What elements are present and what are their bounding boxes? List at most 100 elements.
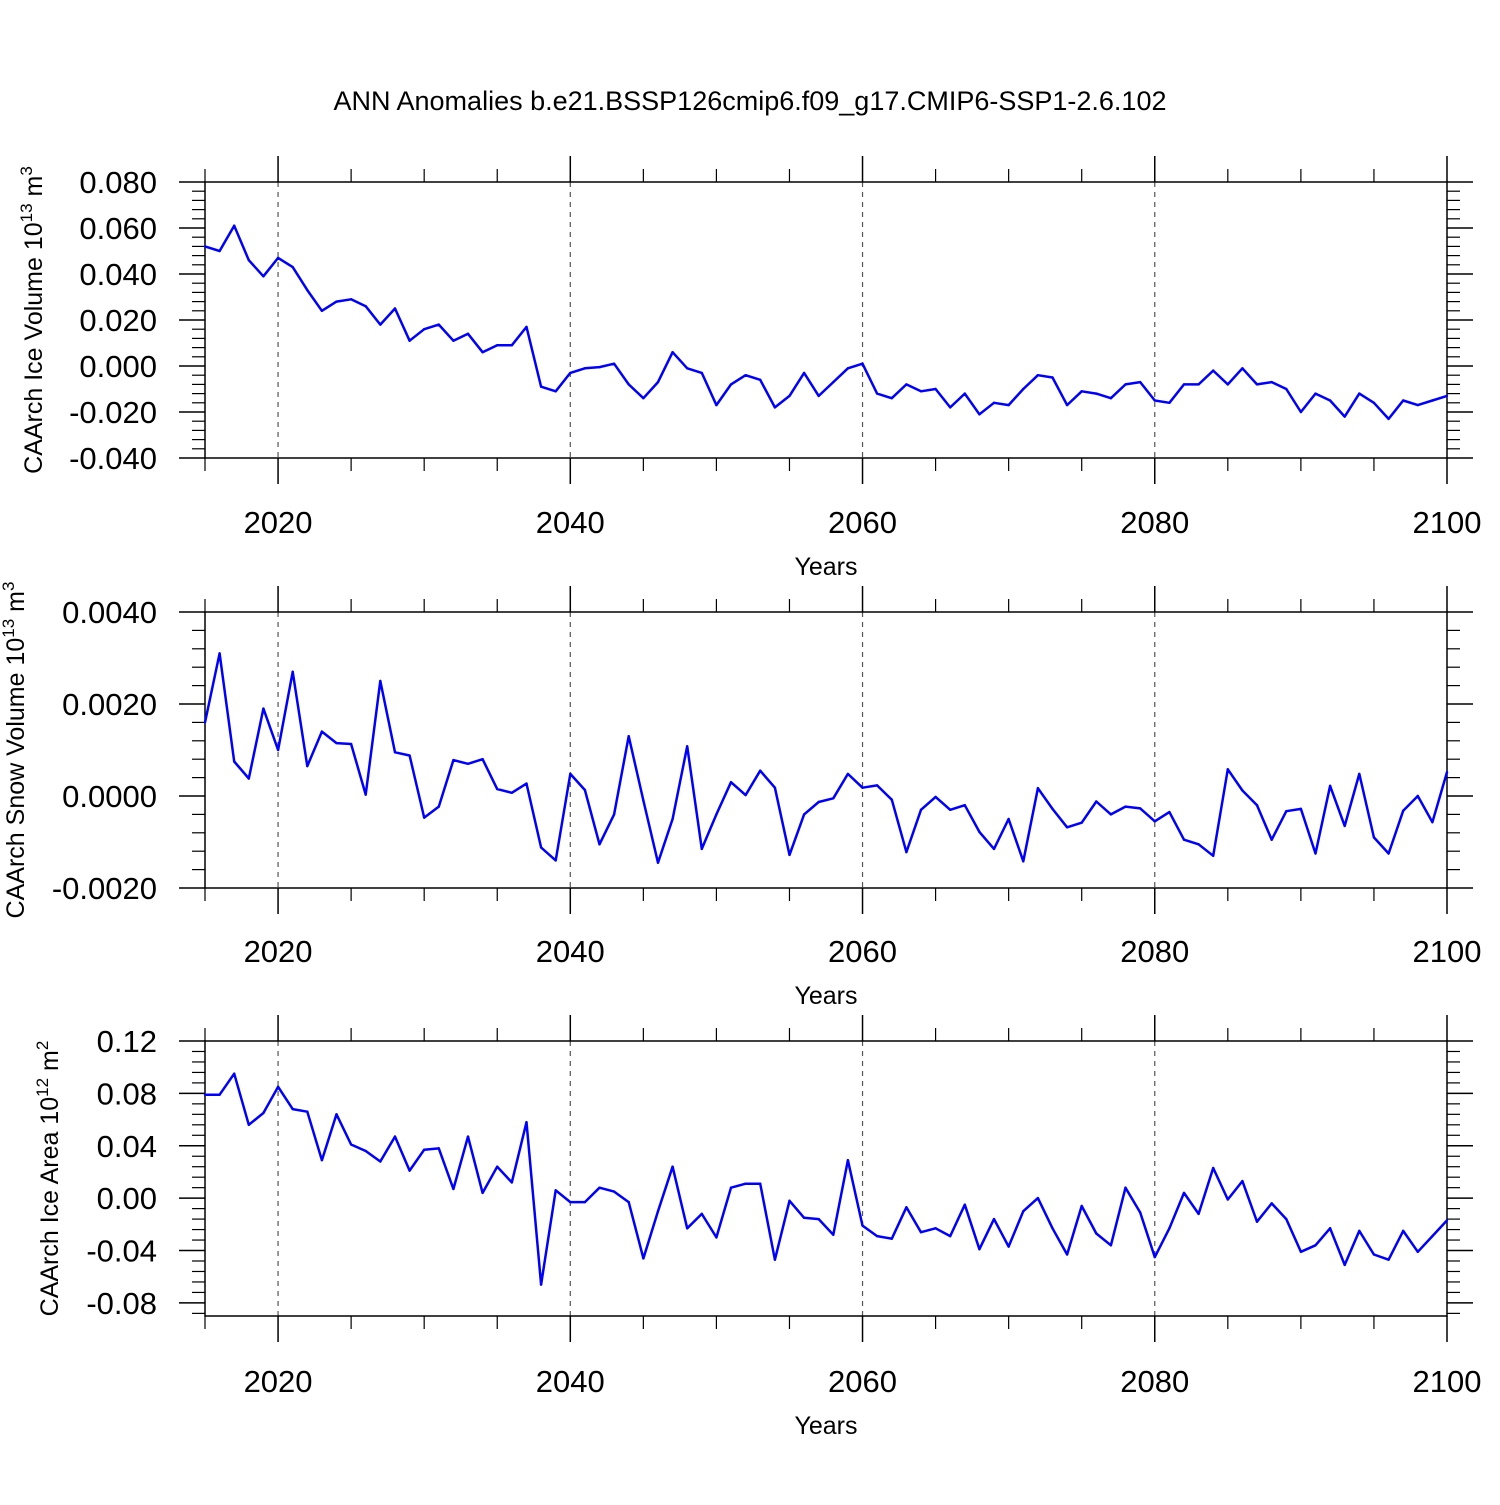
data-point xyxy=(525,1120,528,1124)
data-point xyxy=(1270,380,1273,384)
data-point xyxy=(1255,804,1259,807)
data-point xyxy=(1241,1179,1244,1183)
data-point xyxy=(1168,1227,1171,1230)
data-point xyxy=(203,721,207,724)
data-point xyxy=(671,817,674,821)
data-point xyxy=(481,351,484,354)
data-point xyxy=(700,1212,703,1216)
y-tick-label: 0.080 xyxy=(79,165,157,200)
data-point xyxy=(1255,1220,1259,1223)
data-point xyxy=(788,394,791,398)
data-point xyxy=(1285,1217,1288,1221)
data-point xyxy=(349,1143,353,1146)
data-point xyxy=(1387,417,1390,421)
data-point xyxy=(1343,824,1346,828)
data-point xyxy=(583,1200,587,1204)
data-point xyxy=(1343,1263,1346,1267)
panel-3: -0.08 -0.04 0.00 0.04 0.08 0.12 2020 2040 2060 20… xyxy=(33,1015,1481,1440)
data-point xyxy=(1285,387,1288,391)
data-point xyxy=(992,1217,996,1221)
data-points xyxy=(203,652,1449,864)
data-point xyxy=(1007,403,1010,407)
data-point xyxy=(1051,1227,1054,1230)
data-point xyxy=(1153,399,1156,402)
data-point xyxy=(510,1181,514,1184)
data-point xyxy=(685,1227,689,1230)
data-point xyxy=(1270,838,1273,841)
data-point xyxy=(496,1165,499,1168)
data-points xyxy=(203,224,1449,421)
data-point xyxy=(773,406,777,409)
x-axis-label: Years xyxy=(794,553,857,581)
data-point xyxy=(890,798,893,801)
data-point xyxy=(890,397,893,400)
data-point xyxy=(569,772,572,776)
y-tick-label: 0.0020 xyxy=(62,687,157,722)
data-point xyxy=(1065,1253,1069,1256)
data-point xyxy=(1080,1204,1083,1208)
data-point xyxy=(583,788,587,792)
data-point xyxy=(452,1187,455,1191)
data-point xyxy=(715,813,718,816)
y-axis-label-ylabel-unit: m xyxy=(20,176,48,204)
data-point xyxy=(291,1107,294,1111)
data-point xyxy=(262,275,265,278)
data-point xyxy=(349,742,353,746)
data-point xyxy=(1197,383,1200,386)
x-tick-label: 2100 xyxy=(1413,934,1482,969)
data-point xyxy=(408,1169,411,1172)
x-tick-label: 2020 xyxy=(244,934,313,969)
data-point xyxy=(1358,772,1361,776)
data-point xyxy=(1299,807,1303,811)
data-point xyxy=(875,1234,879,1238)
data-point xyxy=(379,1160,382,1163)
data-point xyxy=(1036,786,1040,790)
x-tick-label: 2080 xyxy=(1120,1364,1189,1399)
data-point xyxy=(408,754,411,757)
x-tick-label: 2080 xyxy=(1120,505,1189,540)
data-point xyxy=(1051,376,1054,379)
data-point xyxy=(1314,1244,1317,1247)
y-axis-label-ylabel-unit: m xyxy=(2,591,30,619)
y-axis-label: CAArch Ice Volume 1013 m3 xyxy=(17,166,48,474)
data-point xyxy=(525,325,528,329)
data-point xyxy=(832,797,835,800)
data-point xyxy=(1022,387,1025,391)
data-point xyxy=(700,371,703,375)
data-point xyxy=(919,808,923,811)
data-point xyxy=(759,1182,762,1185)
data-point xyxy=(1182,1191,1186,1195)
data-point xyxy=(612,362,616,365)
data-point xyxy=(554,859,557,862)
data-point xyxy=(846,772,850,776)
data-point xyxy=(934,795,937,799)
data-point xyxy=(393,307,397,310)
x-tick-label: 2020 xyxy=(244,505,313,540)
y-tick-label: 0.00 xyxy=(97,1181,157,1216)
data-point xyxy=(539,846,543,849)
data-point xyxy=(729,781,733,784)
data-point xyxy=(744,1182,747,1185)
data-point xyxy=(203,245,207,248)
data-point xyxy=(905,1206,908,1209)
data-point xyxy=(992,401,996,404)
data-point xyxy=(408,339,411,342)
data-point xyxy=(656,380,660,384)
data-point xyxy=(1065,826,1069,829)
data-point xyxy=(1372,401,1376,404)
data-series-line xyxy=(205,1072,1448,1286)
y-axis-label-ylabel-exp: 12 xyxy=(33,1078,52,1097)
data-point xyxy=(233,224,236,227)
data-point xyxy=(203,1093,207,1096)
data-point xyxy=(875,784,879,787)
data-point xyxy=(1372,1253,1376,1256)
panel-2: -0.0020 0.0000 0.0020 0.0040 2020 2040 2060 208… xyxy=(0,582,1481,1010)
data-point xyxy=(306,288,309,292)
data-point xyxy=(1212,854,1215,857)
data-point xyxy=(598,1186,601,1189)
data-point xyxy=(1226,768,1230,771)
data-point xyxy=(1358,392,1361,395)
data-point xyxy=(978,413,981,416)
data-point xyxy=(817,1217,820,1221)
